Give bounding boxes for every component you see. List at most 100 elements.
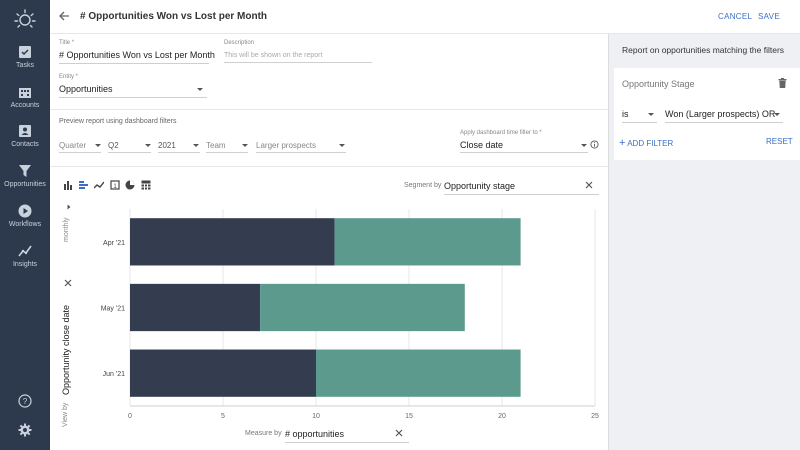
x-tick-label: 20 [498, 413, 506, 420]
pie-chart-icon[interactable] [125, 180, 135, 190]
time-filter-select[interactable]: Close date [460, 140, 504, 150]
measure-by-label: Measure by [245, 430, 282, 437]
logo-icon[interactable] [13, 7, 37, 31]
x-tick-label: 10 [312, 413, 320, 420]
plus-icon: + [619, 137, 626, 149]
filter-panel-title: Report on opportunities matching the fil… [622, 45, 785, 55]
x-tick-label: 15 [405, 413, 413, 420]
gear-icon [18, 423, 32, 437]
segment-filter[interactable]: Larger prospects [256, 141, 317, 150]
value-conjunction: OR [761, 109, 776, 119]
header: # Opportunities Won vs Lost per Month CA… [50, 0, 800, 34]
team-filter[interactable]: Team [206, 141, 226, 150]
chevron-down-icon[interactable] [774, 113, 780, 116]
add-filter-label: ADD FILTER [627, 139, 674, 148]
sidebar-item-opportunities[interactable]: Opportunities [0, 164, 50, 188]
sidebar-item-workflows[interactable]: Workflows [0, 204, 50, 228]
sidebar-item-label: Tasks [16, 62, 34, 69]
sidebar-item-label: Workflows [8, 221, 42, 228]
trash-icon[interactable] [778, 78, 787, 88]
close-icon[interactable] [395, 429, 403, 437]
horizontal-bar-chart-icon[interactable] [79, 180, 89, 190]
report-form: Title * # Opportunities Won vs Lost per … [50, 34, 608, 166]
x-tick-label: 5 [221, 413, 225, 420]
time-filter-label: Apply dashboard time filter to * [460, 130, 542, 136]
preview-label: Preview report using dashboard filters [59, 118, 177, 125]
entity-select[interactable]: Opportunities [59, 84, 113, 94]
sidebar-item-contacts[interactable]: Contacts [0, 124, 50, 148]
contacts-icon [19, 125, 31, 137]
chevron-down-icon[interactable] [339, 144, 345, 147]
title-input[interactable]: # Opportunities Won vs Lost per Month [59, 50, 215, 60]
title-label: Title * [59, 40, 75, 46]
segment-by-label: Segment by [404, 182, 442, 189]
close-icon[interactable] [585, 181, 593, 189]
bar-segment-series-0[interactable] [130, 349, 316, 397]
bar-segment-series-1[interactable] [334, 218, 521, 266]
back-arrow-icon[interactable] [58, 10, 70, 22]
cancel-button[interactable]: CANCEL [718, 12, 753, 21]
chevron-down-icon[interactable] [648, 113, 654, 116]
accounts-icon [19, 88, 31, 98]
filter-card-title: Opportunity Stage [622, 79, 695, 89]
chevron-down-icon[interactable] [145, 144, 151, 147]
y-category-label: May '21 [101, 306, 125, 313]
bar-segment-series-0[interactable] [130, 218, 335, 266]
description-input[interactable]: This will be shown on the report [224, 52, 323, 59]
caret-right-icon[interactable] [66, 204, 72, 210]
year-filter[interactable]: 2021 [158, 141, 176, 150]
chevron-down-icon[interactable] [242, 144, 248, 147]
filter-panel: Report on opportunities matching the fil… [608, 34, 800, 450]
description-label: Description [224, 40, 255, 46]
bar-chart: 0 5 10 15 20 25 Apr '21 May '21 Jun '21 [101, 209, 599, 420]
x-tick-label: 25 [591, 413, 599, 420]
help-button[interactable]: ? [0, 394, 50, 410]
x-tick-label: 0 [128, 413, 132, 420]
segment-by-select[interactable]: Opportunity stage [444, 181, 516, 191]
sidebar-item-label: Contacts [11, 141, 39, 148]
chevron-down-icon[interactable] [95, 144, 101, 147]
chevron-down-icon[interactable] [197, 88, 203, 91]
save-button[interactable]: SAVE [758, 12, 780, 21]
settings-button[interactable] [0, 423, 50, 439]
opportunities-icon [19, 165, 31, 177]
add-filter-button[interactable]: + ADD FILTER [619, 137, 673, 149]
sidebar-item-label: Insights [12, 261, 38, 268]
info-icon[interactable] [590, 140, 599, 149]
sidebar-item-accounts[interactable]: Accounts [0, 85, 50, 109]
svg-text:?: ? [23, 397, 28, 406]
insights-icon [18, 245, 32, 257]
filter-card: Opportunity Stage is Won (Larger prospec… [614, 68, 800, 160]
sidebar-item-label: Accounts [10, 102, 40, 109]
help-icon: ? [18, 394, 32, 408]
reset-button[interactable]: RESET [766, 137, 793, 146]
line-chart-icon[interactable] [94, 180, 104, 190]
bar-segment-series-1[interactable] [260, 283, 465, 332]
chevron-down-icon[interactable] [193, 144, 199, 147]
number-card-icon[interactable]: 1 [110, 180, 120, 190]
bar-chart-icon[interactable] [63, 180, 73, 190]
bar-segment-series-0[interactable] [130, 283, 261, 332]
sidebar: Tasks Accounts Contacts Opportunities Wo… [0, 0, 50, 450]
entity-label: Entity * [59, 74, 79, 80]
table-icon[interactable] [141, 180, 151, 190]
sidebar-item-tasks[interactable]: Tasks [0, 45, 50, 69]
y-category-label: Jun '21 [103, 371, 125, 378]
sidebar-item-label: Opportunities [4, 181, 46, 188]
chevron-down-icon[interactable] [581, 144, 587, 147]
tasks-icon [19, 46, 31, 58]
measure-by-select[interactable]: # opportunities [285, 429, 345, 439]
close-icon[interactable] [64, 279, 72, 287]
page-title: # Opportunities Won vs Lost per Month [80, 11, 268, 22]
svg-text:1: 1 [113, 184, 117, 190]
workflows-icon [18, 204, 32, 218]
quarter-filter[interactable]: Quarter [59, 141, 87, 150]
q-filter[interactable]: Q2 [108, 141, 119, 150]
sidebar-item-insights[interactable]: Insights [0, 244, 50, 268]
value-select[interactable]: Won (Larger prospects) OR [665, 109, 775, 119]
value-select-value: Won (Larger prospects) [665, 109, 760, 119]
operator-select[interactable]: is [622, 109, 629, 119]
y-category-label: Apr '21 [103, 240, 125, 247]
bar-segment-series-1[interactable] [316, 349, 521, 397]
chart-area: 1 Segment by Opportunity stage monthly V… [50, 167, 608, 450]
